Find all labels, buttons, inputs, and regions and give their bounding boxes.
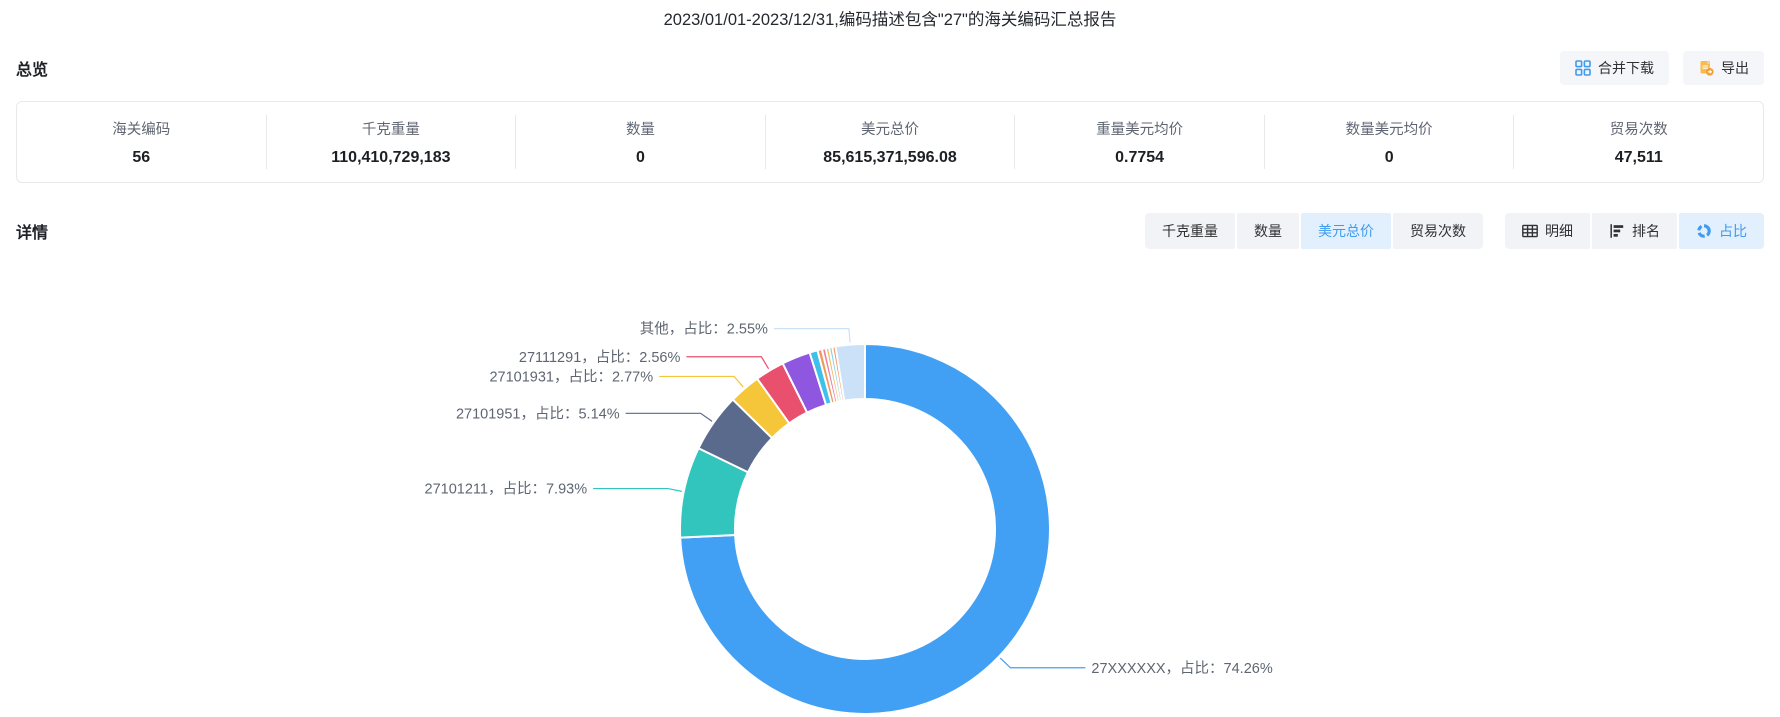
tab-usd-total[interactable]: 美元总价 <box>1301 213 1391 249</box>
stat-label: 数量 <box>625 122 655 138</box>
stat-label: 美元总价 <box>861 122 920 138</box>
page-title: 2023/01/01-2023/12/31,编码描述包含"27"的海关编码汇总报… <box>663 11 1117 29</box>
stat-label: 重量美元均价 <box>1096 122 1184 138</box>
overview-actions: 合并下载 导出 <box>1560 51 1764 85</box>
overview-stats-card: 海关编码 56 千克重量 110,410,729,183 数量 0 美元总价 8… <box>16 101 1764 183</box>
detail-controls: 千克重量 数量 美元总价 贸易次数 <box>1145 213 1764 249</box>
merge-download-icon <box>1575 60 1591 76</box>
stat-customs-code: 海关编码 56 <box>17 115 267 169</box>
stat-value: 0 <box>1384 149 1394 166</box>
metric-tab-group: 千克重量 数量 美元总价 贸易次数 <box>1145 213 1483 249</box>
stat-trade-count: 贸易次数 47,511 <box>1514 115 1763 169</box>
donut-slice-27XXXXXX[interactable] <box>679 343 1051 715</box>
stat-value: 47,511 <box>1614 149 1663 166</box>
tab-detail-view[interactable]: 明细 <box>1505 213 1590 249</box>
donut-chart: 27XXXXXX，占比：74.26% 27101211，占比：7.93% 27101… <box>0 249 1780 717</box>
stat-value: 0.7754 <box>1115 149 1165 166</box>
detail-section-header: 详情 千克重量 数量 美元总价 贸易次数 <box>16 213 1764 249</box>
tab-label: 千克重量 <box>1162 223 1218 239</box>
tab-trade-count[interactable]: 贸易次数 <box>1393 213 1483 249</box>
tab-proportion-view[interactable]: 占比 <box>1679 213 1764 249</box>
ranking-icon <box>1609 223 1625 239</box>
view-tab-group: 明细 排名 占比 <box>1505 213 1764 249</box>
stat-usd-per-quantity: 数量美元均价 0 <box>1265 115 1515 169</box>
donut-label-line <box>773 328 851 343</box>
stat-quantity: 数量 0 <box>516 115 766 169</box>
tab-label: 占比 <box>1719 223 1747 239</box>
donut-slice-label: 27XXXXXX，占比：74.26% <box>1091 660 1272 677</box>
donut-label-line <box>593 487 682 492</box>
stat-value: 110,410,729,183 <box>331 149 451 166</box>
stat-label: 海关编码 <box>112 122 171 138</box>
stat-value: 56 <box>132 149 151 166</box>
stat-kg-weight: 千克重量 110,410,729,183 <box>267 115 517 169</box>
tab-label: 排名 <box>1632 223 1660 239</box>
donut-slice-label: 27101211，占比：7.93% <box>425 481 588 498</box>
export-label: 导出 <box>1721 60 1749 76</box>
stat-usd-per-weight: 重量美元均价 0.7754 <box>1015 115 1265 169</box>
detail-heading: 详情 <box>16 225 49 242</box>
tab-kg-weight[interactable]: 千克重量 <box>1145 213 1235 249</box>
stat-value: 85,615,371,596.08 <box>823 149 957 166</box>
stat-label: 数量美元均价 <box>1345 122 1433 138</box>
pie-icon <box>1696 223 1712 239</box>
merge-download-label: 合并下载 <box>1598 60 1654 76</box>
stat-value: 0 <box>635 149 645 166</box>
donut-label-line <box>686 356 770 370</box>
donut-slice-label: 其他，占比：2.55% <box>640 321 768 338</box>
merge-download-button[interactable]: 合并下载 <box>1560 51 1669 85</box>
donut-label-line <box>625 412 713 422</box>
stat-usd-total: 美元总价 85,615,371,596.08 <box>766 115 1016 169</box>
tab-quantity[interactable]: 数量 <box>1237 213 1299 249</box>
donut-slice-label: 27101951，占比：5.14% <box>456 405 620 422</box>
donut-slice-其他[interactable] <box>834 343 866 402</box>
donut-slice-label: 27111291，占比：2.56% <box>519 349 681 366</box>
tab-label: 明细 <box>1545 223 1573 239</box>
stat-label: 贸易次数 <box>1609 122 1668 138</box>
tab-ranking-view[interactable]: 排名 <box>1592 213 1677 249</box>
donut-chart-svg: 27XXXXXX，占比：74.26% 27101211，占比：7.93% 27101… <box>425 321 1273 715</box>
stat-label: 千克重量 <box>361 122 420 138</box>
donut-slice-label: 27101931，占比：2.77% <box>489 368 653 385</box>
tab-label: 贸易次数 <box>1410 223 1466 239</box>
table-icon <box>1522 223 1538 239</box>
overview-heading: 总览 <box>16 62 49 79</box>
donut-label-line <box>999 657 1086 669</box>
export-button[interactable]: 导出 <box>1683 51 1764 85</box>
tab-label: 美元总价 <box>1318 223 1374 239</box>
donut-label-line <box>659 375 744 388</box>
overview-section-header: 总览 合并下载 <box>16 50 1764 86</box>
export-file-icon <box>1698 60 1714 76</box>
tab-label: 数量 <box>1254 223 1282 239</box>
